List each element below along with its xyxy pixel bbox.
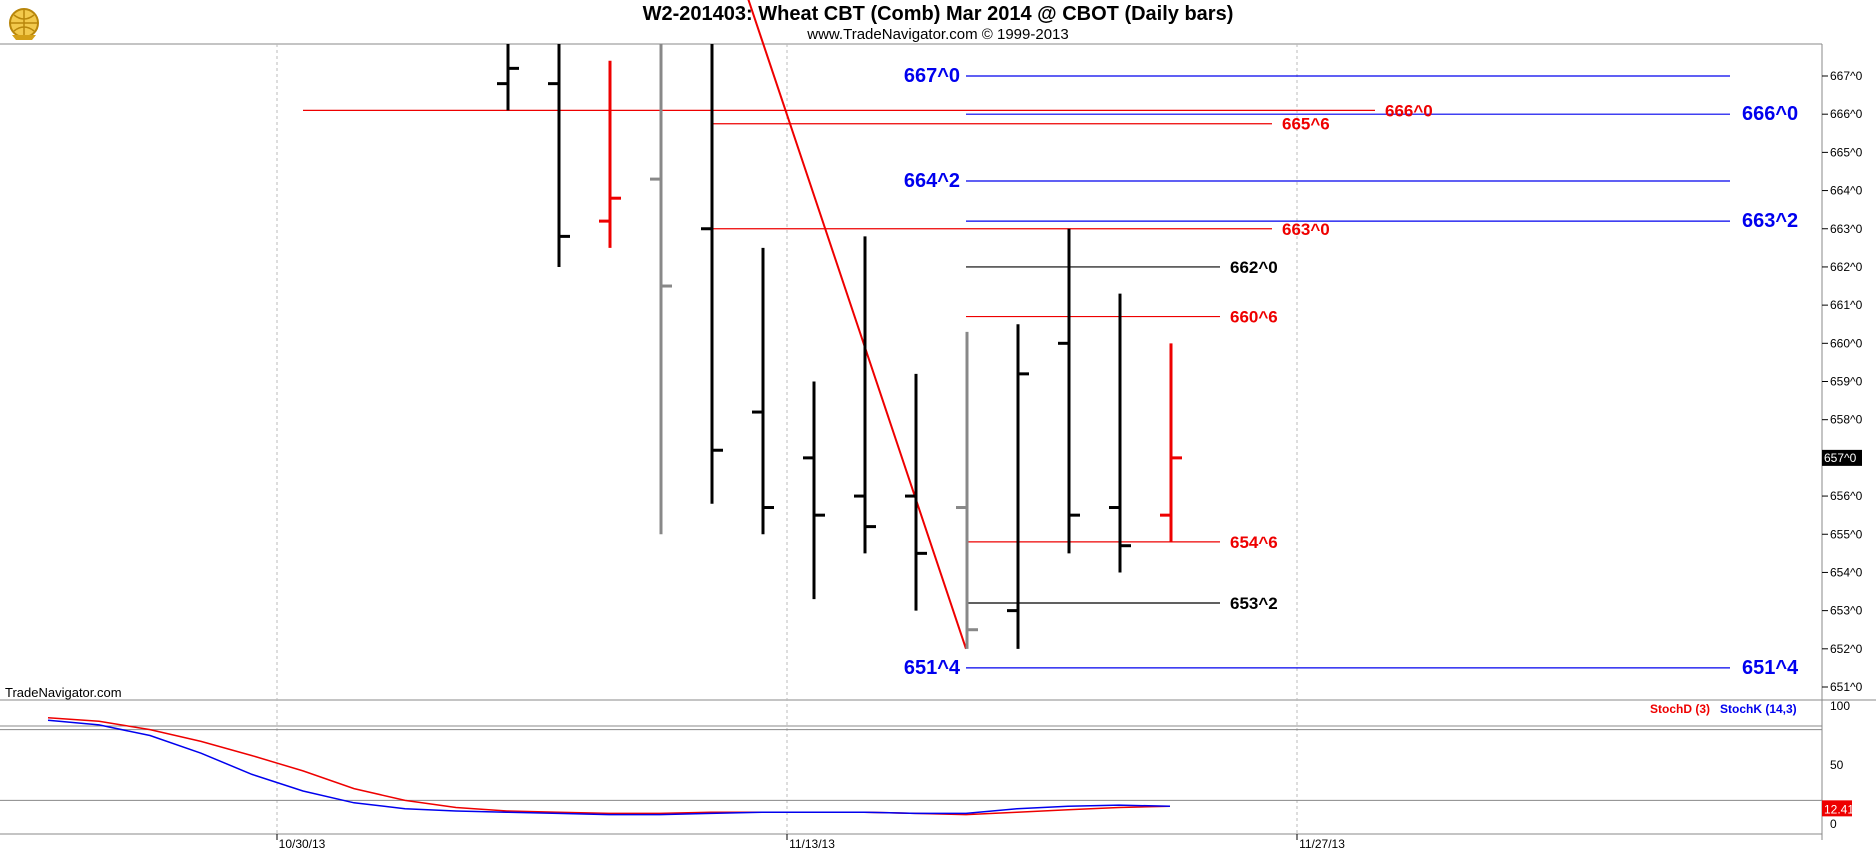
price-tick-label: 662^0	[1830, 260, 1863, 274]
price-tick-label: 663^0	[1830, 222, 1863, 236]
level-label: 660^6	[1230, 308, 1278, 327]
price-tick-label: 655^0	[1830, 527, 1863, 541]
ohlc-bars	[497, 44, 1182, 649]
level-label: 664^2	[904, 170, 960, 192]
level-label: 667^0	[904, 65, 960, 87]
date-gridlines	[276, 44, 1298, 834]
last-price-label: 657^0	[1824, 451, 1857, 465]
price-tick-label: 656^0	[1830, 489, 1863, 503]
price-tick-label: 665^0	[1830, 145, 1863, 159]
level-label: 651^4	[1742, 657, 1799, 679]
legend-stochd: StochD (3)	[1650, 702, 1710, 716]
price-tick-label: 653^0	[1830, 604, 1863, 618]
stoch-value-label: 12.41	[1824, 802, 1854, 816]
title-bar	[0, 0, 1876, 44]
chart-title: W2-201403: Wheat CBT (Comb) Mar 2014 @ C…	[642, 3, 1234, 25]
price-tick-label: 652^0	[1830, 642, 1863, 656]
legend-stochk: StochK (14,3)	[1720, 702, 1797, 716]
date-tick-label: 10/30/13	[279, 837, 326, 851]
level-label: 666^0	[1385, 101, 1433, 120]
level-label: 665^6	[1282, 115, 1330, 134]
price-tick-label: 666^0	[1830, 107, 1863, 121]
date-tick-label: 11/27/13	[1299, 837, 1345, 851]
stoch-series-line	[47, 719, 1171, 816]
stoch-tick-label: 0	[1830, 817, 1837, 831]
last-price-box	[1822, 449, 1862, 466]
stoch-tick-label: 50	[1830, 758, 1844, 772]
price-tick-label: 654^0	[1830, 565, 1863, 579]
price-tick-label: 667^0	[1830, 69, 1863, 83]
price-tick-label: 661^0	[1830, 298, 1863, 312]
level-label: 663^0	[1282, 220, 1330, 239]
watermark: TradeNavigator.com	[5, 685, 122, 700]
stochastic-panel: 100 50 0 StochD (3) StochK (14,3) 12.41	[0, 699, 1854, 831]
date-tick-label: 11/13/13	[789, 837, 835, 851]
stoch-series-line	[47, 717, 1171, 816]
chart-subtitle: www.TradeNavigator.com © 1999-2013	[807, 26, 1069, 43]
trendline	[747, 0, 967, 650]
stoch-tick-label: 100	[1830, 699, 1850, 713]
price-tick-label: 664^0	[1830, 184, 1863, 198]
date-axis: 10/30/13 11/13/13 11/27/13	[276, 834, 1345, 851]
price-tick-label: 658^0	[1830, 413, 1863, 427]
price-tick-label: 651^0	[1830, 680, 1863, 694]
trendline-layer	[747, 0, 967, 650]
price-tick-label: 659^0	[1830, 375, 1863, 389]
price-axis: 667^0 666^0 665^0 664^0 663^0 662^0 661^0 660^0…	[1822, 69, 1863, 694]
level-label: 654^6	[1230, 533, 1278, 552]
stoch-value-box	[1822, 800, 1852, 817]
level-label: 651^4	[904, 657, 961, 679]
price-levels: 667^0 666^0 666^0 665^6 664^2 663^2 663^0662^0…	[303, 65, 1799, 679]
level-label: 663^2	[1742, 210, 1798, 232]
level-label: 662^0	[1230, 258, 1278, 277]
level-label: 666^0	[1742, 103, 1798, 125]
level-label: 653^2	[1230, 594, 1278, 613]
globe-ship-logo	[9, 8, 39, 40]
price-tick-label: 660^0	[1830, 336, 1863, 350]
